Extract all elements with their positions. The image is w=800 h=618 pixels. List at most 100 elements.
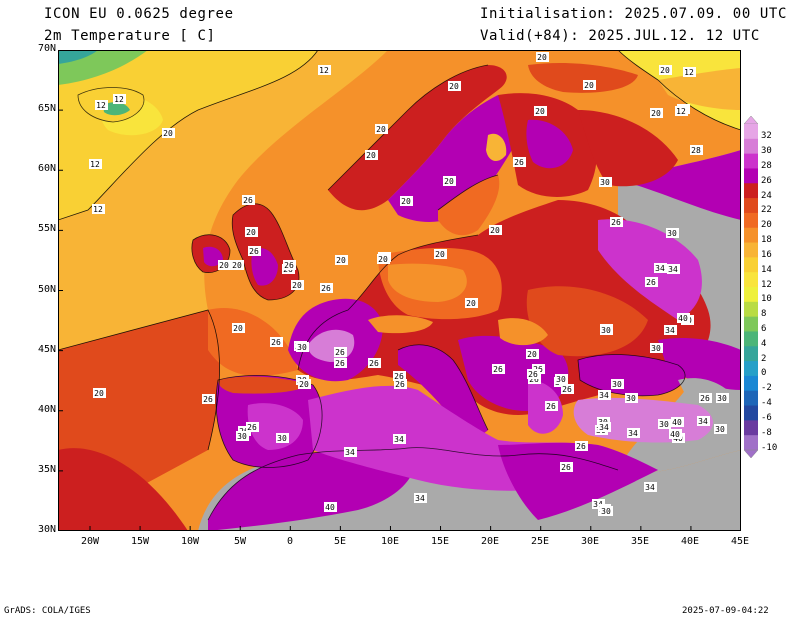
- contour-label-box: [242, 195, 255, 205]
- contour-label-text: 40: [672, 418, 682, 427]
- colorbar-level: 26: [761, 175, 772, 186]
- lon-label: 30E: [581, 536, 600, 547]
- carpathian-orange: [498, 318, 548, 346]
- contour-label-text: 34: [599, 423, 609, 432]
- contour-label-text: 20: [163, 129, 173, 138]
- contour-label: 40: [671, 417, 684, 427]
- contour-label: 12: [92, 204, 105, 214]
- contour-label-box: [675, 106, 688, 116]
- contour-label-box: [448, 81, 461, 91]
- contour-label-text: 26: [284, 261, 294, 270]
- colorbar-level: 20: [761, 220, 772, 231]
- lat-label: 35N: [37, 463, 56, 475]
- contour-label-box: [598, 390, 611, 400]
- contour-label: 20: [93, 388, 106, 398]
- lon-label: 15E: [431, 536, 450, 547]
- colorbar-swatch: [744, 316, 758, 332]
- contour-label-text: 12: [90, 160, 100, 169]
- contour-label: 34: [627, 428, 640, 438]
- contour-label-text: 34: [628, 429, 638, 438]
- lat-label: 60N: [37, 163, 56, 175]
- contour-label: 20: [583, 80, 596, 90]
- contour-label-box: [658, 419, 671, 429]
- lon-label: 5E: [334, 536, 347, 547]
- contour-label-text: 20: [444, 177, 454, 186]
- contour-label-text: 26: [562, 385, 572, 394]
- contour-label: 30: [714, 424, 727, 434]
- contour-label-box: [575, 441, 588, 451]
- lon-label: 10E: [381, 536, 400, 547]
- lat-label: 30N: [37, 524, 56, 535]
- lon-label: 35E: [631, 536, 650, 547]
- contour-label-box: [318, 65, 331, 75]
- contour-label-box: [611, 379, 624, 389]
- contour-label-text: 26: [247, 423, 257, 432]
- contour-label-box: [162, 128, 175, 138]
- contour-label-box: [489, 225, 502, 235]
- colorbar-swatch: [744, 375, 758, 392]
- temperature-map: 2020121212122020202020122012122020263028…: [58, 50, 741, 531]
- lon-label: 20W: [81, 536, 100, 547]
- contour-label-text: 26: [369, 359, 379, 368]
- contour-label-box: [465, 298, 478, 308]
- contour-label-text: 30: [715, 425, 725, 434]
- lat-label: 65N: [37, 103, 56, 115]
- contour-label: 26: [283, 260, 296, 270]
- contour-label-text: 30: [659, 420, 669, 429]
- russia-east-land: [618, 150, 741, 220]
- contour-label-text: 20: [651, 109, 661, 118]
- contour-label: 20: [489, 225, 502, 235]
- contour-label-box: [393, 434, 406, 444]
- contour-label-box: [599, 177, 612, 187]
- contour-label-box: [270, 337, 283, 347]
- contour-label: 30: [625, 393, 638, 403]
- contour-label: 26: [545, 401, 558, 411]
- contour-label-box: [600, 325, 613, 335]
- contour-label-text: 34: [665, 326, 675, 335]
- contour-label-box: [368, 358, 381, 368]
- contour-label: 34: [598, 422, 611, 432]
- contour-label-text: 12: [684, 68, 694, 77]
- contour-label: 34: [664, 325, 677, 335]
- contour-label-text: 20: [219, 261, 229, 270]
- contour-label-box: [393, 371, 406, 381]
- colorbar-level: 10: [761, 294, 772, 305]
- contour-label-text: 30: [717, 394, 727, 403]
- contour-label-text: 30: [667, 229, 677, 238]
- contour-label-text: 30: [277, 434, 287, 443]
- colorbar-level: -10: [761, 442, 778, 453]
- colorbar-level: 6: [761, 323, 767, 334]
- contour-label: 20: [448, 81, 461, 91]
- arctic-colder: [58, 50, 98, 64]
- iberia-north-orange: [218, 376, 308, 394]
- contour-label-box: [561, 384, 574, 394]
- contour-label-text: 30: [651, 344, 661, 353]
- colorbar-top-arrow: [744, 116, 758, 125]
- contour-label: 28: [690, 145, 703, 155]
- contour-label-text: 26: [493, 365, 503, 374]
- colorbar-level: -6: [761, 412, 772, 423]
- contour-label-box: [298, 379, 311, 389]
- contour-label: 20: [534, 106, 547, 116]
- italy-magenta: [398, 344, 488, 436]
- colorbar-level: 2: [761, 353, 767, 364]
- contour-label-box: [690, 145, 703, 155]
- contour-labels: 2020121212122020202020122012122020263028…: [89, 52, 729, 516]
- contour-label: 20: [526, 349, 539, 359]
- contour-label-box: [296, 342, 309, 352]
- contour-label: 20: [443, 176, 456, 186]
- contour-label-text: 12: [93, 205, 103, 214]
- contour-label: 30: [276, 433, 289, 443]
- colorbar-level: 0: [761, 368, 767, 379]
- contour-label-box: [231, 260, 244, 270]
- contour-label-text: 34: [645, 483, 655, 492]
- contour-label-box: [671, 417, 684, 427]
- contour-label: 34: [697, 416, 710, 426]
- contour-label-box: [598, 422, 611, 432]
- alps-cool: [368, 315, 433, 334]
- colorbar-swatch: [744, 198, 758, 214]
- finland-hot: [526, 119, 573, 169]
- contour-label-box: [644, 482, 657, 492]
- contour-label: 20: [400, 196, 413, 206]
- contour-label-text: 26: [394, 372, 404, 381]
